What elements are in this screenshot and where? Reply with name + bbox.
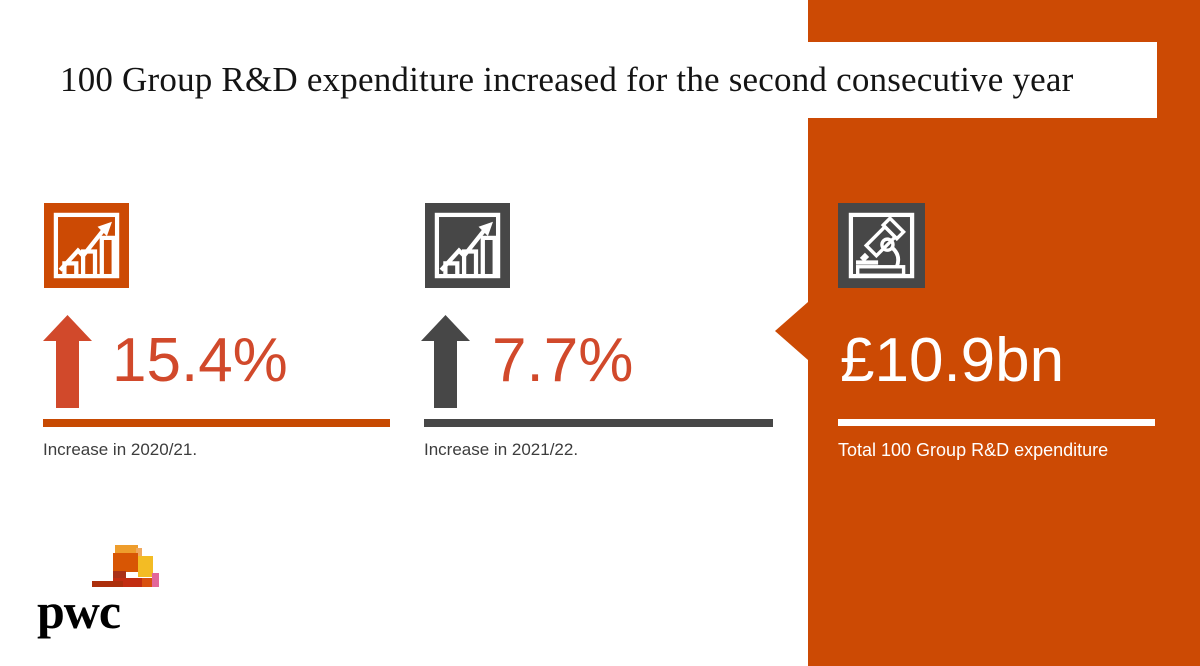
- bar-chart-growth-icon: [44, 203, 129, 288]
- microscope-icon: [838, 203, 925, 288]
- page-title: 100 Group R&D expenditure increased for …: [60, 60, 1074, 99]
- stat-value: 15.4%: [112, 326, 288, 395]
- logo-block: [115, 545, 138, 553]
- stat-caption: Increase in 2020/21.: [43, 440, 198, 459]
- pwc-wordmark: pwc: [37, 583, 121, 639]
- logo-block: [152, 573, 159, 587]
- up-arrow-icon: [421, 315, 470, 408]
- highlight-value: £10.9bn: [840, 326, 1065, 395]
- bar-chart-growth-icon: [425, 203, 510, 288]
- logo-block: [113, 571, 126, 578]
- up-arrow-icon: [43, 315, 92, 408]
- stat-caption: Increase in 2021/22.: [424, 440, 579, 459]
- logo-block: [92, 581, 123, 587]
- highlight-caption: Total 100 Group R&D expenditure: [838, 440, 1109, 460]
- stat-value: 7.7%: [492, 326, 634, 395]
- logo-block: [138, 556, 153, 577]
- stat-underline: [424, 419, 773, 427]
- logo-block: [113, 578, 142, 587]
- highlight-underline: [838, 419, 1155, 426]
- title-band: 100 Group R&D expenditure increased for …: [0, 42, 1157, 118]
- logo-block: [142, 578, 153, 587]
- logo-block: [113, 553, 138, 572]
- panel-pointer-notch: [775, 302, 808, 360]
- stat-underline: [43, 419, 390, 427]
